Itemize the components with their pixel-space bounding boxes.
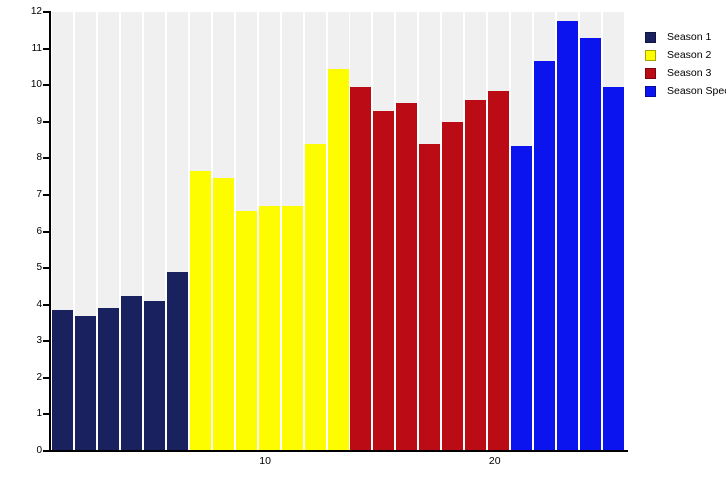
y-tick-mark-6	[43, 230, 49, 233]
bar-season-2-episode-11	[281, 205, 303, 451]
y-tick-mark-10	[43, 84, 49, 87]
bar-season-3-episode-18	[442, 121, 464, 451]
x-tick-label-20: 20	[488, 455, 501, 467]
legend-item-season-spec: Season Spec	[641, 83, 726, 101]
y-tick-label-8: 8	[36, 152, 42, 164]
legend-item-season-3: Season 3	[641, 65, 726, 83]
y-tick-label-0: 0	[36, 445, 42, 456]
y-tick-label-5: 5	[36, 262, 42, 274]
bar-season-spec-episode-24	[580, 37, 602, 451]
bar-season-3-episode-15	[373, 110, 395, 451]
legend-label: Season 1	[667, 31, 712, 43]
bar-season-spec-episode-25	[603, 87, 625, 451]
y-tick-mark-4	[43, 303, 49, 306]
y-tick-label-11: 11	[31, 42, 42, 54]
bar-season-1-episode-4	[120, 295, 142, 451]
legend: Season 1 Season 2 Season 3 Season Spec	[641, 29, 726, 101]
legend-item-season-2: Season 2	[641, 47, 726, 65]
bar-season-3-episode-16	[396, 103, 418, 451]
y-tick-label-9: 9	[36, 115, 42, 127]
y-tick-label-10: 10	[30, 79, 42, 91]
y-tick-mark-2	[43, 376, 49, 379]
y-tick-mark-11	[43, 47, 49, 50]
bar-season-3-episode-19	[465, 99, 487, 451]
bar-season-1-episode-2	[74, 315, 96, 451]
y-tick-mark-8	[43, 157, 49, 160]
bar-season-spec-episode-23	[557, 21, 579, 451]
y-tick-mark-9	[43, 120, 49, 123]
legend-label: Season Spec	[667, 85, 726, 97]
bar-season-2-episode-8	[212, 178, 234, 451]
bar-season-spec-episode-22	[534, 61, 556, 451]
y-tick-mark-0	[43, 450, 49, 452]
plot-area	[51, 12, 627, 451]
legend-swatch-icon	[645, 32, 656, 43]
bar-season-3-episode-20	[488, 90, 510, 451]
legend-swatch-icon	[645, 68, 656, 79]
y-tick-mark-3	[43, 340, 49, 343]
legend-swatch-icon	[645, 86, 656, 97]
y-tick-label-1: 1	[36, 408, 42, 420]
bar-season-3-episode-17	[419, 143, 441, 451]
bar-season-spec-episode-21	[511, 145, 533, 451]
bar-season-2-episode-7	[189, 171, 211, 451]
y-tick-mark-1	[43, 413, 49, 416]
y-tick-mark-5	[43, 267, 49, 270]
legend-item-season-1: Season 1	[641, 29, 726, 47]
legend-label: Season 2	[667, 49, 712, 61]
y-tick-mark-7	[43, 193, 49, 196]
y-tick-label-12: 12	[30, 6, 42, 17]
bar-season-1-episode-5	[143, 301, 165, 451]
y-tick-label-7: 7	[36, 188, 42, 200]
legend-swatch-icon	[645, 50, 656, 61]
bar-season-1-episode-3	[97, 308, 119, 451]
y-tick-label-3: 3	[36, 335, 42, 347]
y-tick-label-6: 6	[36, 225, 42, 237]
bar-season-3-episode-14	[350, 87, 372, 451]
x-tick-label-10: 10	[259, 455, 271, 467]
bar-season-2-episode-9	[235, 211, 257, 451]
bar-season-2-episode-10	[258, 205, 280, 451]
x-axis-line	[49, 450, 628, 452]
bar-season-2-episode-12	[304, 143, 326, 451]
bar-season-2-episode-13	[327, 68, 349, 451]
y-tick-label-2: 2	[36, 371, 42, 383]
bar-season-1-episode-1	[52, 310, 73, 451]
y-tick-label-4: 4	[36, 298, 42, 310]
bar-season-1-episode-6	[166, 271, 188, 451]
y-tick-mark-12	[43, 11, 49, 13]
y-axis-line	[49, 11, 51, 452]
legend-label: Season 3	[667, 67, 712, 79]
